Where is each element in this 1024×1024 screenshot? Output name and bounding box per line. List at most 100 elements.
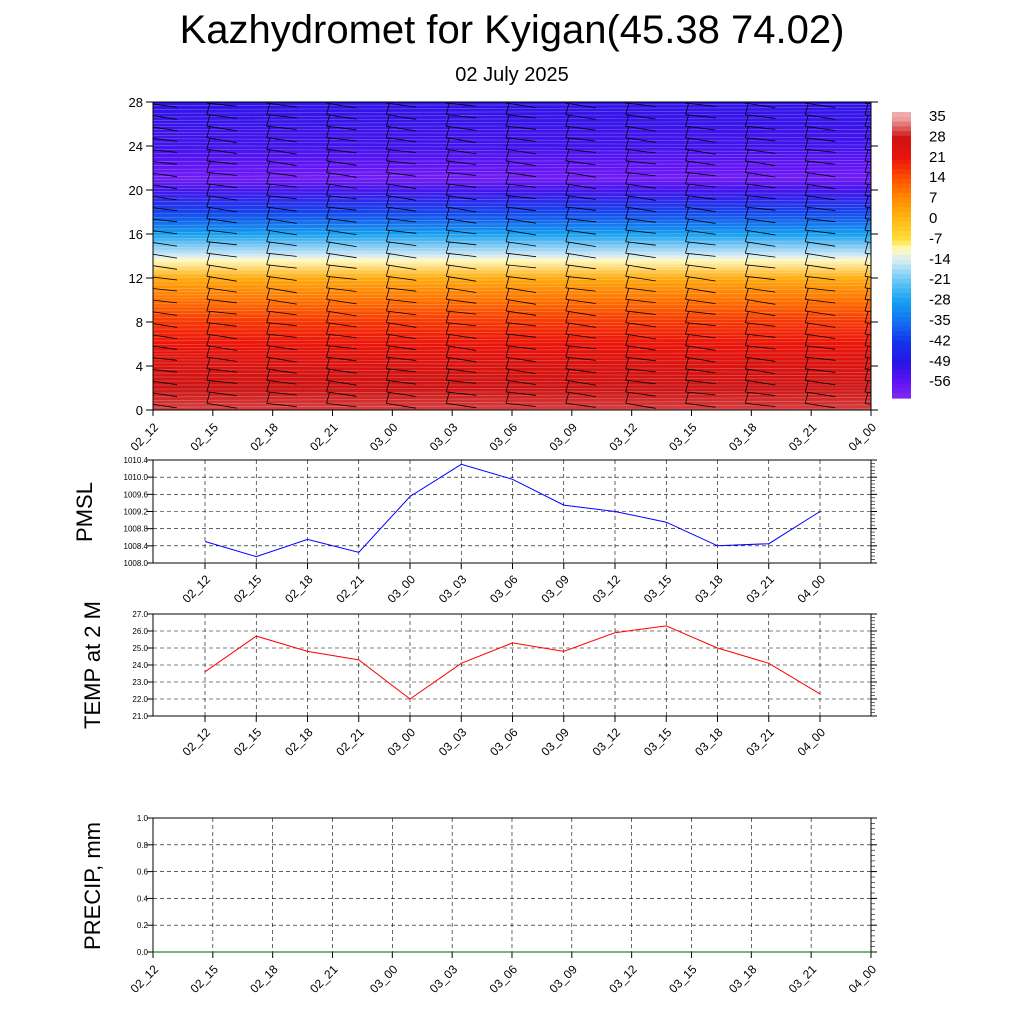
wind-barb: [565, 252, 596, 259]
wind-barb-flag: [206, 242, 211, 254]
wind-barb-flag: [744, 369, 749, 381]
wind-barb: [565, 172, 596, 178]
wind-barb-flag: [804, 126, 809, 138]
colorbar-label: -49: [929, 353, 951, 370]
wind-barb-flag: [206, 357, 211, 369]
wind-barb: [805, 137, 836, 142]
wind-barb-flag: [505, 126, 510, 138]
x-tick-label: 02_18: [282, 725, 316, 759]
wind-barb: [505, 403, 537, 407]
colorbar-band: [892, 264, 911, 270]
wind-barb-flag: [804, 218, 809, 231]
wind-barb-flag: [326, 346, 330, 358]
wind-barb: [625, 264, 656, 271]
wind-barb-flag: [505, 115, 510, 127]
wind-barb-flag: [864, 346, 869, 358]
wind-barb-flag: [625, 299, 630, 312]
wind-barb-flag: [505, 218, 510, 231]
colorbar-band: [892, 378, 911, 385]
wind-barb-flag: [804, 195, 809, 208]
wind-barb-flag: [565, 253, 570, 265]
wind-barb-flag: [804, 322, 809, 335]
x-tick-label: 03_09: [538, 725, 572, 759]
wind-barb: [685, 403, 716, 408]
contour-line: [153, 240, 871, 243]
wind-barb-flag: [445, 230, 450, 242]
x-tick-label: 02_15: [187, 962, 221, 996]
wind-barb: [446, 102, 477, 107]
wind-barb: [386, 345, 417, 351]
wind-barb: [505, 195, 537, 199]
wind-barb-flag: [685, 138, 689, 150]
wind-barb: [206, 333, 237, 340]
wind-barb-flag: [744, 115, 749, 127]
wind-barb: [505, 125, 537, 130]
wind-barb-flag: [385, 115, 390, 127]
wind-barb: [266, 368, 297, 374]
wind-barb-flag: [625, 126, 630, 138]
wind-barb: [864, 137, 871, 140]
wind-barb: [625, 356, 656, 362]
wind-barb: [266, 333, 297, 338]
wind-barb: [625, 229, 656, 234]
wind-barb-flag: [744, 149, 749, 161]
wind-barb-flag: [625, 161, 630, 173]
wind-barb: [386, 206, 417, 212]
wind-barbs: [153, 102, 871, 409]
wind-barb: [745, 125, 776, 130]
wind-barb-flag: [744, 184, 749, 196]
wind-barb: [446, 218, 477, 224]
wind-barb: [745, 137, 776, 142]
wind-barb: [685, 218, 716, 224]
wind-barb: [386, 195, 417, 201]
y-tick-label: 1009.6: [124, 490, 149, 499]
wind-barb: [505, 368, 537, 374]
wind-barb: [685, 322, 716, 327]
contour-line: [153, 132, 871, 134]
wind-barb: [386, 148, 417, 153]
wind-barb-flag: [206, 184, 211, 196]
wind-barb: [153, 195, 178, 201]
x-tick-label: 02_21: [333, 725, 367, 759]
wind-barb: [446, 310, 477, 315]
wind-barb: [266, 160, 297, 166]
wind-barb-flag: [804, 102, 806, 104]
wind-barb: [266, 356, 297, 363]
wind-barb-flag: [744, 172, 749, 185]
wind-barb-flag: [505, 184, 510, 196]
wind-barb: [565, 264, 596, 270]
wind-barb-flag: [744, 276, 749, 289]
wind-barb: [745, 264, 776, 269]
wind-barb: [206, 218, 237, 224]
temp-line: [204, 625, 821, 700]
x-tick-label: 02_15: [231, 725, 265, 759]
wind-barb: [805, 287, 836, 292]
wind-barb-flag: [864, 115, 869, 127]
wind-barb-flag: [685, 276, 689, 289]
wind-barb-flag: [505, 299, 510, 312]
colorbar-label: 21: [929, 149, 946, 166]
contour-line: [153, 303, 871, 306]
wind-barb-flag: [385, 357, 390, 369]
wind-barb-flag: [685, 161, 689, 173]
wind-barb: [565, 102, 596, 109]
wind-barb-flag: [625, 103, 630, 115]
wind-barb: [326, 275, 357, 280]
wind-barb: [326, 229, 357, 235]
wind-barb: [446, 114, 477, 119]
colorbar-band: [892, 145, 911, 151]
wind-barb: [326, 114, 357, 120]
y-tick-label: 28: [129, 95, 143, 110]
wind-barb: [446, 172, 477, 176]
wind-barb-flag: [385, 161, 390, 173]
wind-barb-flag: [326, 288, 330, 300]
wind-barb: [745, 368, 776, 374]
wind-barb-flag: [445, 115, 450, 127]
wind-barb: [625, 137, 656, 143]
wind-barb: [565, 299, 596, 304]
wind-barb: [505, 229, 537, 236]
wind-barb-flag: [744, 322, 749, 335]
x-tick-label: 03_12: [590, 725, 624, 759]
wind-barb-flag: [445, 207, 450, 219]
wind-barb: [266, 218, 297, 224]
